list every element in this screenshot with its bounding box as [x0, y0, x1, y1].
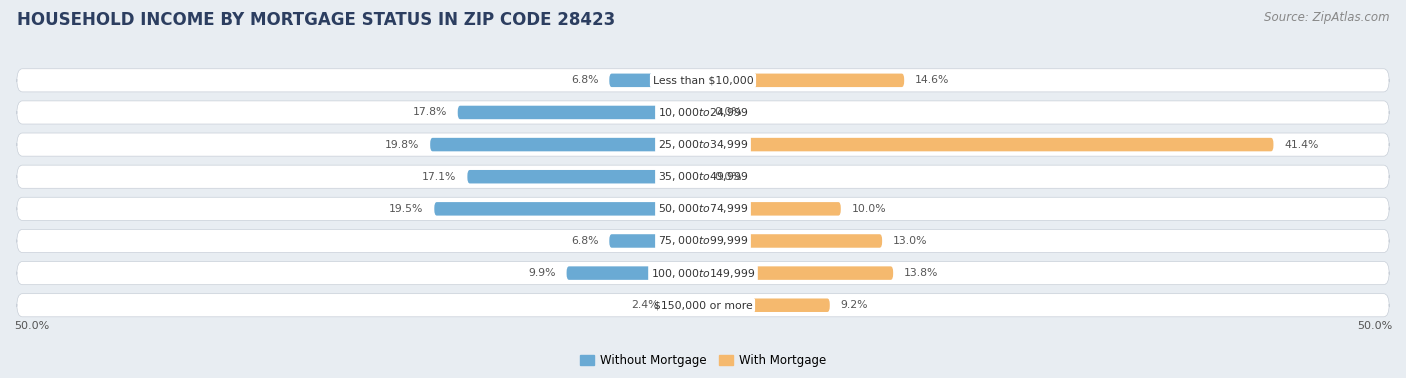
Text: $150,000 or more: $150,000 or more	[654, 300, 752, 310]
FancyBboxPatch shape	[703, 202, 841, 215]
Text: $25,000 to $34,999: $25,000 to $34,999	[658, 138, 748, 151]
Text: Source: ZipAtlas.com: Source: ZipAtlas.com	[1264, 11, 1389, 24]
FancyBboxPatch shape	[17, 294, 1389, 317]
Text: 17.8%: 17.8%	[412, 107, 447, 118]
Text: 13.0%: 13.0%	[893, 236, 928, 246]
Text: 9.2%: 9.2%	[841, 300, 869, 310]
Text: 6.8%: 6.8%	[571, 236, 599, 246]
FancyBboxPatch shape	[17, 197, 1389, 220]
Text: 19.8%: 19.8%	[385, 139, 419, 150]
Text: $10,000 to $24,999: $10,000 to $24,999	[658, 106, 748, 119]
Text: 0.0%: 0.0%	[714, 172, 742, 182]
Text: 10.0%: 10.0%	[852, 204, 886, 214]
Text: 0.0%: 0.0%	[714, 107, 742, 118]
FancyBboxPatch shape	[467, 170, 703, 183]
FancyBboxPatch shape	[17, 229, 1389, 253]
FancyBboxPatch shape	[703, 234, 882, 248]
FancyBboxPatch shape	[609, 234, 703, 248]
Text: 17.1%: 17.1%	[422, 172, 457, 182]
FancyBboxPatch shape	[703, 138, 1274, 151]
FancyBboxPatch shape	[458, 106, 703, 119]
Text: 19.5%: 19.5%	[389, 204, 423, 214]
FancyBboxPatch shape	[430, 138, 703, 151]
Text: Less than $10,000: Less than $10,000	[652, 75, 754, 85]
FancyBboxPatch shape	[17, 165, 1389, 188]
Text: 9.9%: 9.9%	[529, 268, 555, 278]
FancyBboxPatch shape	[17, 133, 1389, 156]
Text: 14.6%: 14.6%	[915, 75, 949, 85]
Text: $100,000 to $149,999: $100,000 to $149,999	[651, 266, 755, 280]
Legend: Without Mortgage, With Mortgage: Without Mortgage, With Mortgage	[575, 350, 831, 372]
FancyBboxPatch shape	[703, 266, 893, 280]
FancyBboxPatch shape	[703, 74, 904, 87]
Text: 50.0%: 50.0%	[14, 321, 49, 331]
Text: $75,000 to $99,999: $75,000 to $99,999	[658, 234, 748, 248]
Text: 6.8%: 6.8%	[571, 75, 599, 85]
Text: 41.4%: 41.4%	[1285, 139, 1319, 150]
FancyBboxPatch shape	[669, 299, 703, 312]
Text: $50,000 to $74,999: $50,000 to $74,999	[658, 202, 748, 215]
FancyBboxPatch shape	[17, 69, 1389, 92]
FancyBboxPatch shape	[567, 266, 703, 280]
Text: HOUSEHOLD INCOME BY MORTGAGE STATUS IN ZIP CODE 28423: HOUSEHOLD INCOME BY MORTGAGE STATUS IN Z…	[17, 11, 614, 29]
FancyBboxPatch shape	[17, 262, 1389, 285]
FancyBboxPatch shape	[434, 202, 703, 215]
Text: 50.0%: 50.0%	[1357, 321, 1392, 331]
FancyBboxPatch shape	[609, 74, 703, 87]
Text: 2.4%: 2.4%	[631, 300, 659, 310]
FancyBboxPatch shape	[17, 101, 1389, 124]
Text: $35,000 to $49,999: $35,000 to $49,999	[658, 170, 748, 183]
Text: 13.8%: 13.8%	[904, 268, 939, 278]
FancyBboxPatch shape	[703, 299, 830, 312]
